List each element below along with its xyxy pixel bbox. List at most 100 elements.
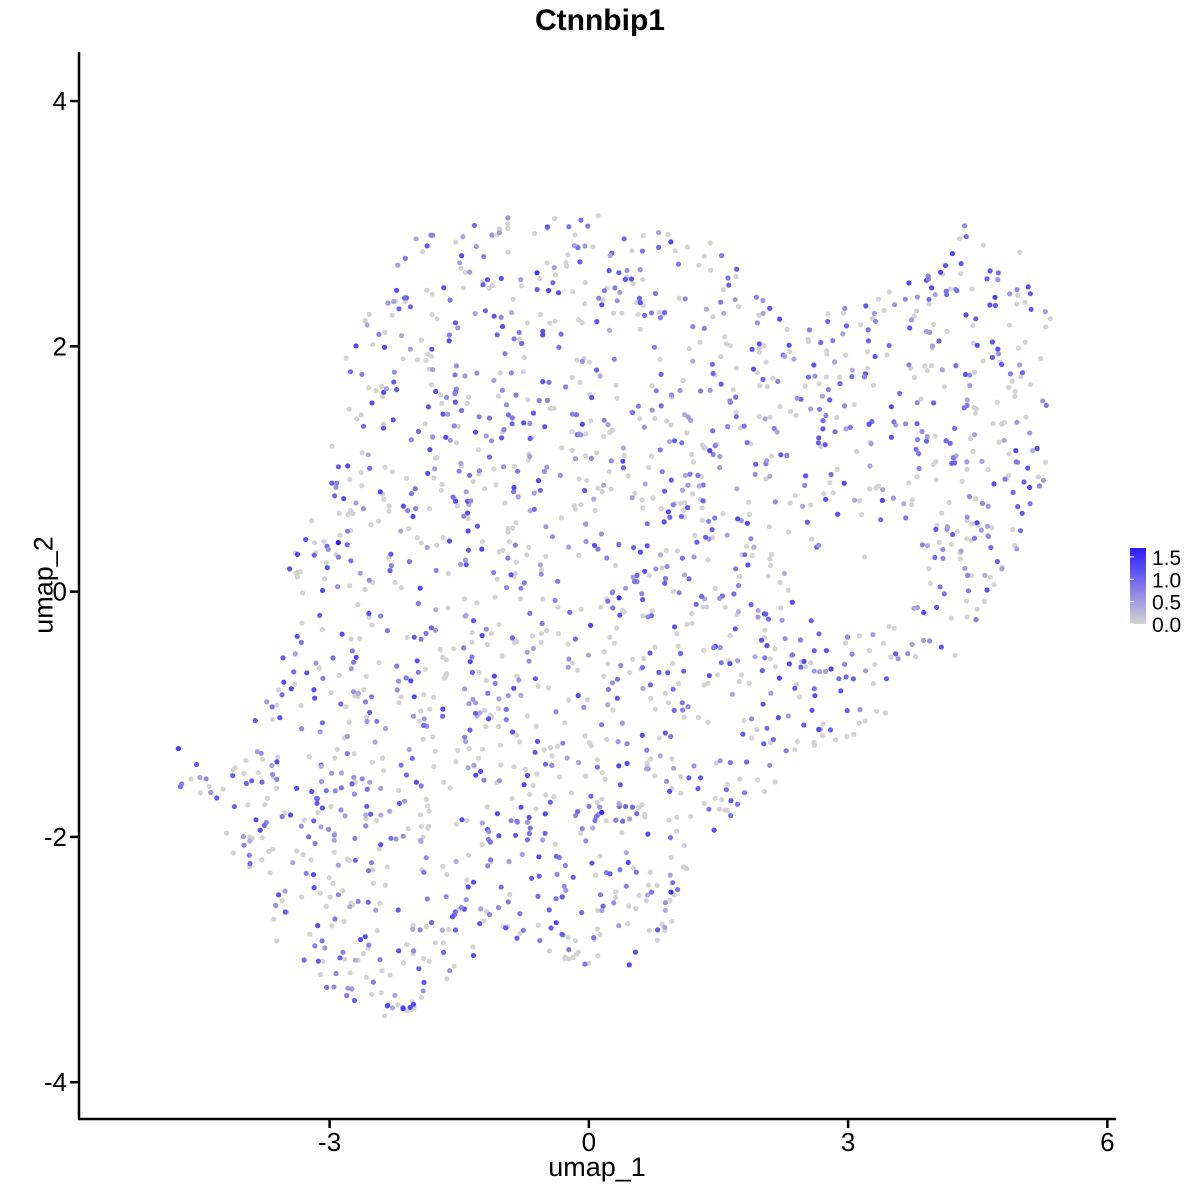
data-point	[452, 399, 458, 405]
data-point	[640, 613, 646, 619]
data-point	[867, 486, 873, 492]
data-point	[1015, 504, 1021, 510]
data-point	[358, 412, 364, 418]
data-point	[576, 759, 582, 766]
data-point	[857, 707, 863, 713]
data-point	[624, 267, 630, 274]
data-point	[884, 352, 890, 358]
data-point	[465, 547, 472, 553]
data-point	[678, 773, 684, 780]
data-point	[636, 892, 642, 899]
data-point	[751, 544, 757, 550]
data-point	[599, 302, 605, 308]
data-point	[842, 640, 849, 646]
data-point	[532, 749, 538, 755]
data-point	[668, 422, 674, 428]
data-point	[322, 945, 328, 951]
data-point	[441, 285, 447, 291]
data-point	[352, 857, 358, 863]
data-point	[301, 957, 307, 963]
data-point	[331, 849, 337, 855]
data-point	[865, 327, 871, 333]
data-point	[338, 701, 344, 707]
data-point	[644, 543, 650, 549]
data-point	[586, 359, 592, 365]
data-point	[429, 346, 435, 352]
data-point	[646, 927, 652, 933]
data-point	[471, 762, 477, 768]
data-point	[338, 770, 345, 776]
data-point	[394, 663, 400, 669]
data-point	[538, 639, 544, 645]
data-point	[565, 641, 571, 647]
data-point	[827, 397, 833, 403]
data-point	[842, 403, 848, 409]
data-point	[649, 889, 655, 895]
data-point	[335, 862, 341, 868]
colorbar-label: 1.0	[1152, 569, 1181, 592]
data-point	[964, 614, 970, 620]
data-point	[537, 311, 543, 318]
data-point	[469, 639, 475, 645]
data-point	[973, 617, 979, 623]
data-point	[566, 224, 572, 230]
data-point	[808, 618, 814, 624]
data-point	[594, 367, 600, 373]
data-point	[465, 394, 472, 400]
data-point	[749, 346, 755, 352]
data-point	[610, 707, 616, 713]
data-point	[680, 377, 686, 384]
data-point	[413, 236, 419, 242]
data-point	[431, 475, 437, 481]
data-point	[863, 303, 869, 309]
data-point	[622, 585, 629, 591]
data-point	[1040, 398, 1046, 404]
data-point	[431, 694, 437, 700]
data-point	[534, 738, 541, 745]
data-point	[364, 786, 370, 792]
data-point	[597, 931, 603, 938]
data-point	[389, 469, 395, 475]
data-point	[867, 463, 873, 469]
data-point	[546, 379, 552, 385]
data-point	[366, 385, 372, 391]
data-point	[709, 361, 716, 367]
data-point	[843, 352, 849, 358]
data-point	[803, 664, 809, 670]
data-point	[757, 383, 763, 389]
data-point	[312, 540, 318, 546]
data-point	[830, 338, 836, 344]
data-point	[620, 458, 626, 464]
data-point	[646, 572, 652, 579]
data-point	[640, 277, 646, 283]
data-point-high	[668, 889, 674, 895]
data-point	[989, 354, 996, 360]
data-point	[825, 318, 831, 325]
data-point	[555, 743, 561, 749]
data-point	[592, 507, 598, 514]
data-point	[578, 217, 584, 223]
data-point	[606, 469, 612, 475]
data-point	[609, 590, 615, 596]
data-point	[443, 434, 449, 440]
data-point	[208, 789, 214, 796]
data-point	[671, 765, 677, 771]
data-point	[569, 411, 576, 417]
data-point	[535, 683, 541, 689]
data-point	[430, 367, 436, 373]
data-point	[756, 312, 762, 318]
data-point	[582, 279, 589, 286]
data-point	[1002, 476, 1008, 482]
data-point	[325, 826, 332, 832]
data-point	[991, 481, 997, 487]
data-point	[339, 631, 345, 637]
data-point	[337, 532, 343, 538]
data-point	[400, 356, 406, 362]
data-point	[643, 898, 649, 904]
data-point	[408, 437, 414, 443]
data-point	[572, 232, 578, 238]
data-point	[793, 412, 799, 418]
data-point	[537, 938, 543, 944]
data-point	[880, 487, 886, 493]
